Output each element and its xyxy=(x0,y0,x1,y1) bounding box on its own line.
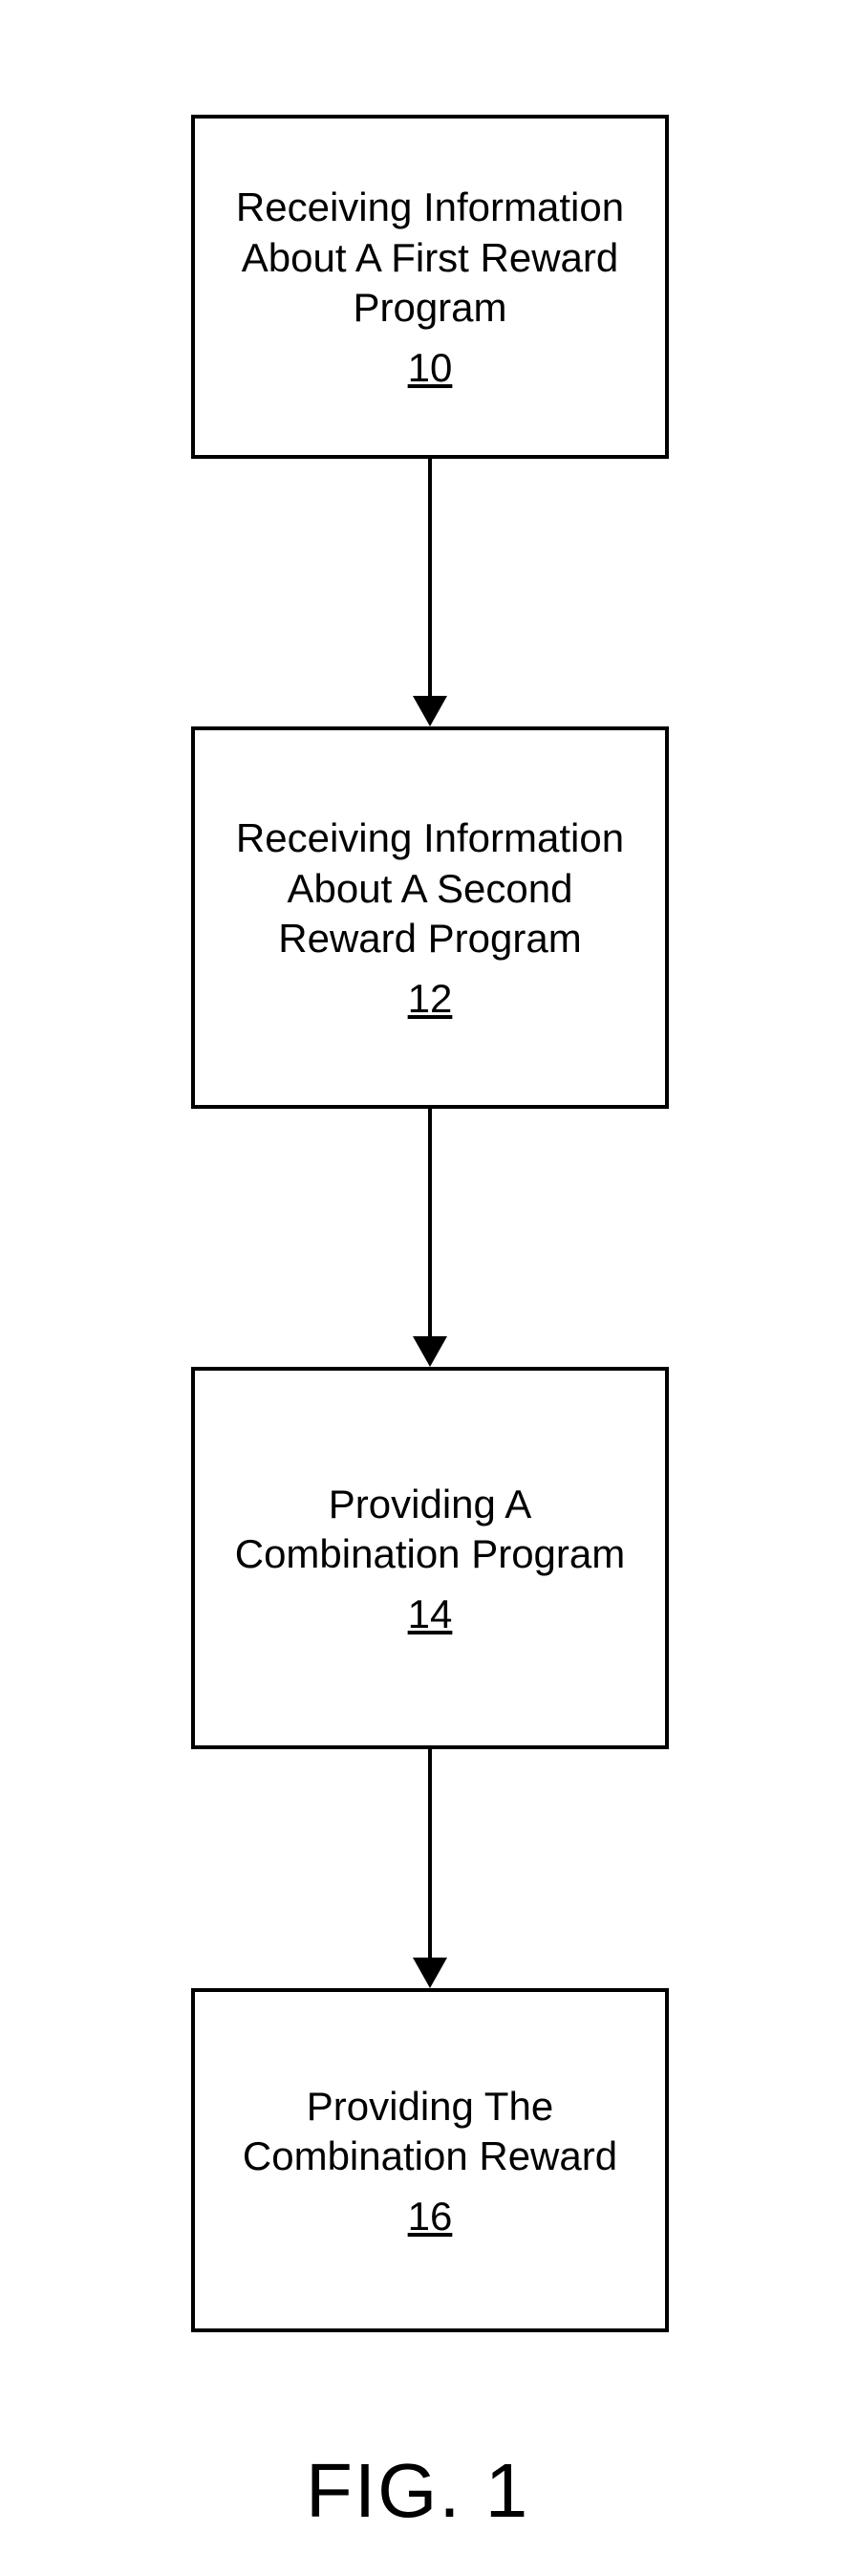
arrow-head-icon xyxy=(413,1958,447,1988)
arrow-head-icon xyxy=(413,696,447,726)
arrow-shaft xyxy=(428,1749,432,1958)
flow-node-2-label: Receiving Information About A Second Rew… xyxy=(214,813,646,964)
flow-node-3-label: Providing A Combination Program xyxy=(214,1480,646,1580)
arrow-head-icon xyxy=(413,1336,447,1367)
flow-node-4-ref: 16 xyxy=(408,2194,453,2240)
flowchart-canvas: Receiving Information About A First Rewa… xyxy=(0,0,859,2576)
flow-node-1-label: Receiving Information About A First Rewa… xyxy=(214,183,646,334)
flow-node-1-ref: 10 xyxy=(408,345,453,391)
arrow-shaft xyxy=(428,459,432,696)
flow-node-1: Receiving Information About A First Rewa… xyxy=(191,115,669,459)
figure-caption: FIG. 1 xyxy=(306,2447,529,2535)
flow-node-3: Providing A Combination Program 14 xyxy=(191,1367,669,1749)
flow-node-2-ref: 12 xyxy=(408,976,453,1022)
flow-node-4: Providing The Combination Reward 16 xyxy=(191,1988,669,2332)
flow-node-3-ref: 14 xyxy=(408,1591,453,1637)
flow-node-2: Receiving Information About A Second Rew… xyxy=(191,726,669,1109)
arrow-shaft xyxy=(428,1109,432,1336)
flow-node-4-label: Providing The Combination Reward xyxy=(214,2082,646,2182)
